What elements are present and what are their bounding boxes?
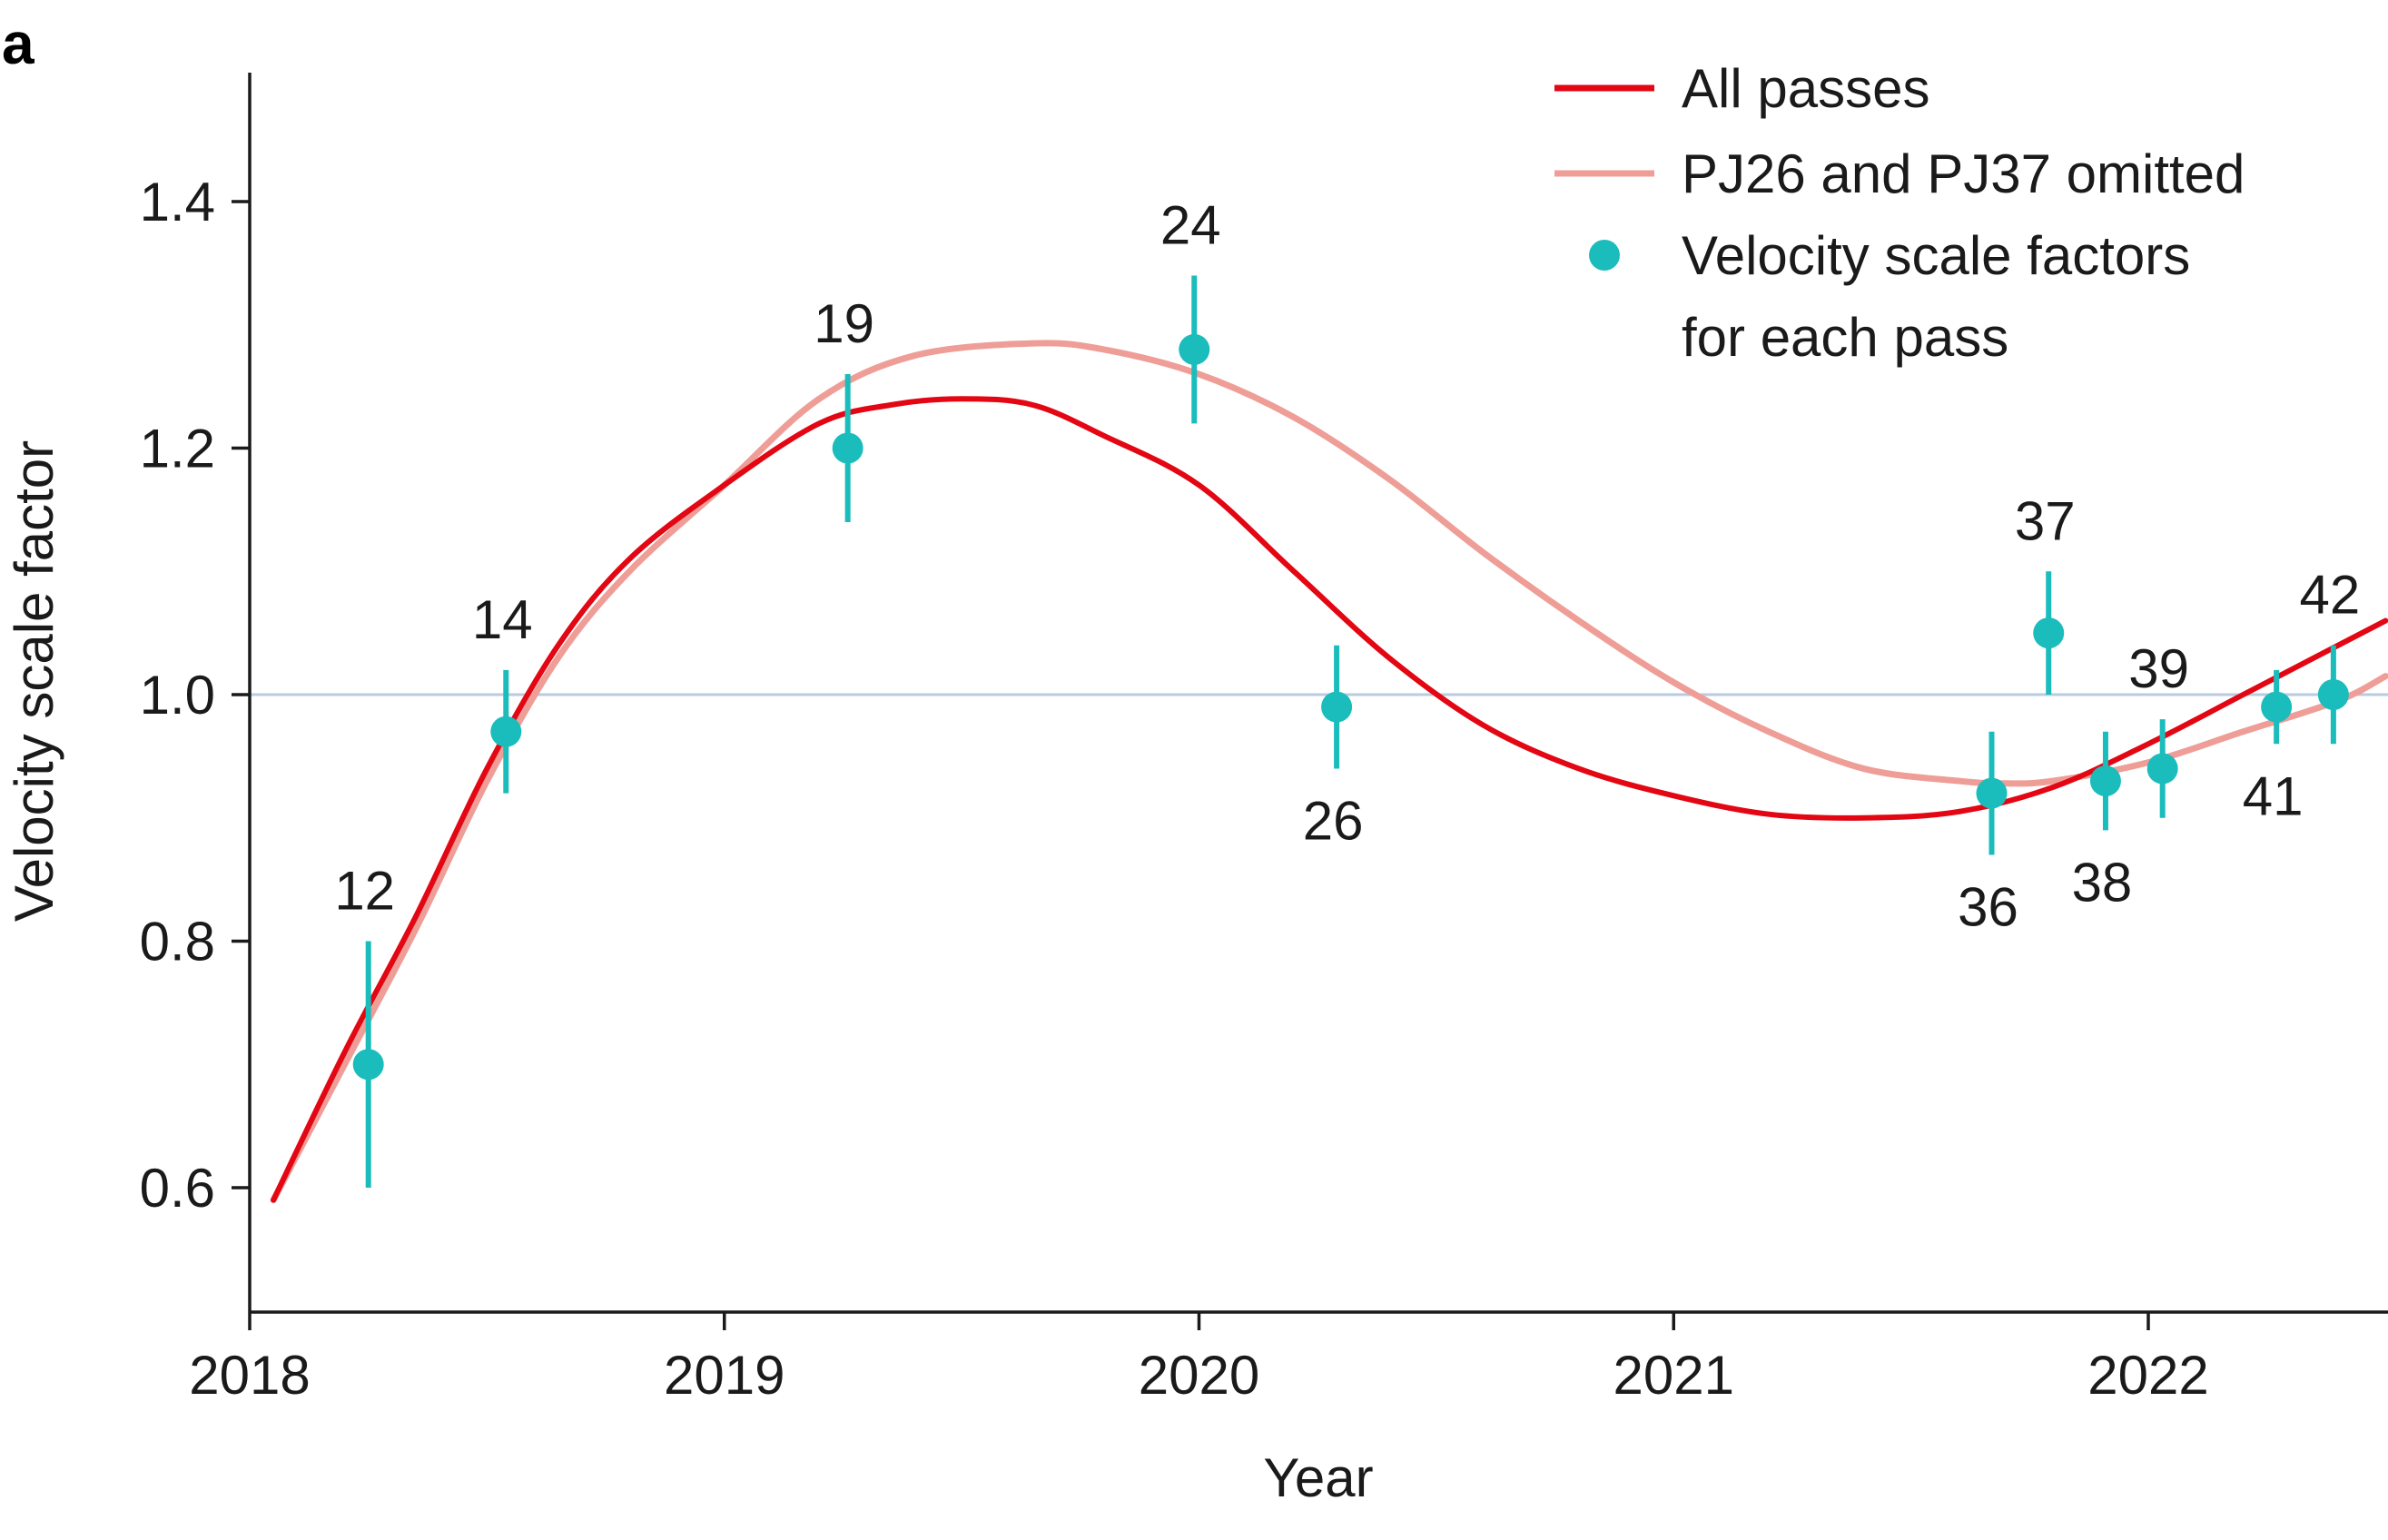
point-label-pj41: 41	[2243, 765, 2304, 826]
data-point-pj19	[832, 432, 863, 464]
y-axis-label: Velocity scale factor	[4, 440, 64, 922]
point-labels: 12 14 19 24 26 36 37 38 39 41 42	[334, 194, 2360, 937]
point-label-pj26: 26	[1303, 790, 1364, 851]
data-point-pj37	[2033, 617, 2065, 649]
point-label-pj38: 38	[2072, 852, 2133, 913]
point-label-pj24: 24	[1160, 194, 1221, 255]
x-tick-label-2019: 2019	[664, 1345, 784, 1406]
x-axis-label: Year	[1263, 1447, 1373, 1508]
point-label-pj12: 12	[334, 861, 395, 922]
curve-pj26-pj37-omitted	[270, 340, 2388, 1204]
fit-curves	[270, 340, 2388, 1204]
data-point-pj36	[1976, 777, 2008, 809]
legend-marker-scale-factors	[1589, 240, 1620, 271]
y-tick-label-0.6: 0.6	[140, 1158, 215, 1219]
point-label-pj37: 37	[2015, 490, 2076, 551]
x-tick-label-2018: 2018	[189, 1345, 310, 1406]
data-point-pj14	[490, 716, 522, 747]
point-label-pj14: 14	[472, 589, 533, 650]
point-label-pj39: 39	[2128, 638, 2189, 699]
data-point-pj24	[1179, 333, 1210, 365]
curve-all-passes	[271, 396, 2388, 1203]
point-label-pj19: 19	[814, 293, 874, 354]
data-point-pj26	[1321, 691, 1353, 723]
data-point-pj42	[2317, 679, 2349, 710]
x-tick-label-2020: 2020	[1139, 1345, 1259, 1406]
y-tick-label-1.2: 1.2	[140, 419, 215, 479]
data-point-pj38	[2089, 765, 2121, 797]
x-tick-label-2022: 2022	[2087, 1345, 2208, 1406]
x-tick-label-2021: 2021	[1613, 1345, 1734, 1406]
axes: 0.6 0.8 1.0 1.2 1.4 2018 2019 2020 2021 2022	[140, 73, 2388, 1406]
legend-label-scale-factors-line2: for each pass	[1682, 307, 2008, 368]
legend-label-all-passes: All passes	[1682, 58, 1929, 119]
point-label-pj42: 42	[2299, 565, 2360, 626]
data-point-pj41	[2261, 691, 2293, 723]
data-point-pj39	[2146, 753, 2178, 785]
legend-label-scale-factors: Velocity scale factors	[1682, 225, 2190, 286]
legend-label-omitted: PJ26 and PJ37 omitted	[1682, 143, 2245, 204]
y-tick-label-1.4: 1.4	[140, 172, 215, 232]
y-tick-label-0.8: 0.8	[140, 912, 215, 972]
data-point-pj12	[352, 1049, 384, 1081]
legend: All passes PJ26 and PJ37 omitted Velocit…	[1554, 58, 2245, 368]
panel-label: a	[2, 11, 35, 76]
data-points	[352, 275, 2349, 1188]
point-label-pj36: 36	[1958, 876, 2018, 937]
y-tick-label-1.0: 1.0	[140, 665, 215, 726]
